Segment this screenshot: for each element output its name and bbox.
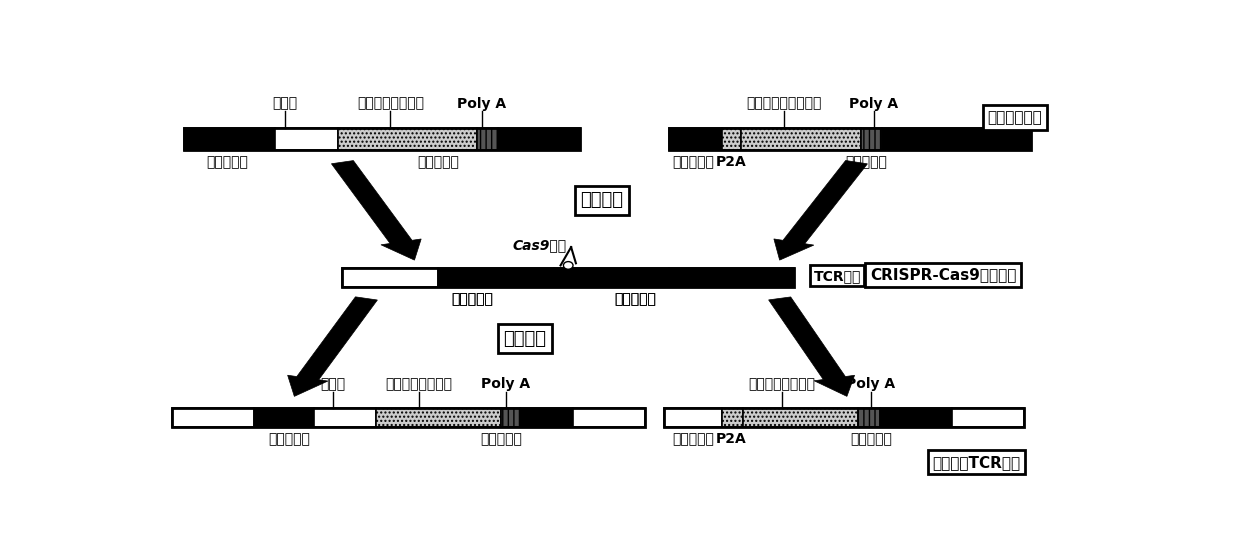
Text: CRISPR-Cas9定点切割: CRISPR-Cas9定点切割 xyxy=(869,268,1017,283)
Text: 上游同源臂: 上游同源臂 xyxy=(451,292,494,306)
Bar xyxy=(722,408,743,427)
Bar xyxy=(670,128,722,150)
Bar xyxy=(670,268,794,286)
Bar xyxy=(743,408,858,427)
Bar xyxy=(951,408,1024,427)
Bar xyxy=(858,408,879,427)
Bar xyxy=(275,128,337,150)
Bar xyxy=(314,408,376,427)
Text: 启动子: 启动子 xyxy=(320,377,346,391)
Text: 下游同源臂: 下游同源臂 xyxy=(480,432,522,446)
Text: 上游同源臂: 上游同源臂 xyxy=(451,292,494,306)
Bar xyxy=(501,408,521,427)
Text: 同源重组供体: 同源重组供体 xyxy=(988,110,1043,125)
Text: 下游同源臂: 下游同源臂 xyxy=(418,155,460,169)
Text: Cas9切割: Cas9切割 xyxy=(512,238,567,252)
Text: 下游同源臂: 下游同源臂 xyxy=(615,292,656,306)
Polygon shape xyxy=(288,297,377,397)
Text: P2A: P2A xyxy=(717,432,746,446)
Text: 上游同源臂: 上游同源臂 xyxy=(672,155,714,169)
Text: Poly A: Poly A xyxy=(849,97,899,111)
Bar xyxy=(879,408,951,427)
Text: 上游同源臂: 上游同源臂 xyxy=(206,155,248,169)
Bar xyxy=(254,408,314,427)
Text: TCR基因: TCR基因 xyxy=(813,269,861,283)
Polygon shape xyxy=(769,297,854,397)
Bar xyxy=(670,128,1032,150)
Text: 联合使用: 联合使用 xyxy=(580,191,624,210)
Text: Poly A: Poly A xyxy=(847,377,895,391)
Polygon shape xyxy=(774,160,868,260)
Text: 下游同源臂: 下游同源臂 xyxy=(846,155,887,169)
Text: 上游同源臂: 上游同源臂 xyxy=(269,432,310,446)
Text: 重组后的TCR基因: 重组后的TCR基因 xyxy=(932,455,1021,470)
Text: 嵌合抗原受体基因: 嵌合抗原受体基因 xyxy=(357,97,424,111)
Bar xyxy=(172,408,645,427)
Text: P2A: P2A xyxy=(717,155,746,169)
Text: 上游同源臂: 上游同源臂 xyxy=(672,432,714,446)
Bar xyxy=(498,128,580,150)
Bar xyxy=(722,128,742,150)
Bar xyxy=(521,408,573,427)
Ellipse shape xyxy=(563,262,573,269)
Bar xyxy=(376,408,501,427)
Bar xyxy=(665,408,1024,427)
Text: Poly A: Poly A xyxy=(481,377,531,391)
Text: 下游同源臂: 下游同源臂 xyxy=(849,432,892,446)
Bar xyxy=(554,268,670,286)
Bar xyxy=(439,268,554,286)
Text: Poly A: Poly A xyxy=(458,97,506,111)
Bar xyxy=(862,128,883,150)
Bar xyxy=(184,128,580,150)
Bar xyxy=(573,408,645,427)
Bar xyxy=(184,128,275,150)
Bar xyxy=(883,128,1032,150)
Text: 启动子: 启动子 xyxy=(272,97,298,111)
Text: 嵌合抗原受体基因: 嵌合抗原受体基因 xyxy=(386,377,453,391)
Polygon shape xyxy=(331,160,422,260)
Bar xyxy=(665,408,722,427)
Bar xyxy=(477,128,498,150)
Bar xyxy=(342,268,439,286)
Text: 下游同源臂: 下游同源臂 xyxy=(615,292,656,306)
Text: 同源重组: 同源重组 xyxy=(503,330,547,348)
Bar xyxy=(742,128,862,150)
Bar xyxy=(337,128,477,150)
Text: 嵌合抗原受体基因: 嵌合抗原受体基因 xyxy=(748,377,815,391)
Bar xyxy=(342,268,794,286)
Bar xyxy=(172,408,254,427)
Text: 嵌合抗原原受体基因: 嵌合抗原原受体基因 xyxy=(746,97,822,111)
